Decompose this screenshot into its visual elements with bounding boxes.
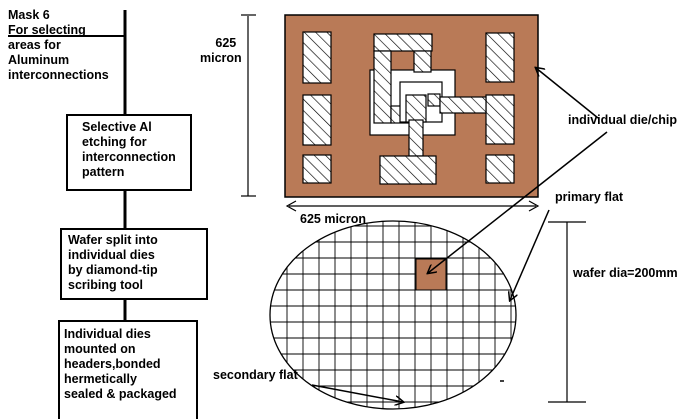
arrow-to-chip bbox=[536, 68, 599, 119]
step1-line: interconnection bbox=[82, 150, 176, 164]
primary-flat-label: primary flat bbox=[555, 190, 624, 204]
gate-line-left bbox=[373, 50, 392, 124]
wafer-dimension bbox=[548, 221, 586, 403]
bond-pad bbox=[302, 94, 332, 146]
bond-pad bbox=[485, 154, 515, 184]
mask-line: For selecting bbox=[8, 23, 86, 37]
mask-line: Mask 6 bbox=[8, 8, 50, 22]
width-arrow-right bbox=[528, 200, 540, 212]
chip-dimensions bbox=[241, 14, 540, 212]
source-contact bbox=[405, 94, 427, 123]
chip-height-unit: micron bbox=[200, 51, 242, 65]
chip-height-value: 625 bbox=[215, 36, 237, 50]
step1-line: pattern bbox=[82, 165, 125, 179]
wafer-outline bbox=[269, 220, 517, 410]
mask-line: areas for bbox=[8, 38, 61, 52]
source-pad bbox=[379, 155, 437, 185]
arrow-secondary-flat bbox=[311, 384, 403, 402]
step3-line: hermetically bbox=[64, 372, 137, 386]
mask-line: Aluminum bbox=[8, 53, 70, 67]
arrow-primary-flat bbox=[510, 209, 550, 300]
bond-pad bbox=[302, 154, 332, 184]
step-wafer-split-box: Wafer split into individual dies by diam… bbox=[60, 228, 208, 300]
callout-arrows bbox=[311, 68, 608, 402]
step2-line: scribing tool bbox=[68, 278, 143, 292]
gate-line-right bbox=[413, 50, 432, 73]
bond-pad bbox=[485, 94, 515, 145]
mask-step-text: Mask 6 For selecting areas for Aluminum … bbox=[8, 8, 109, 83]
bond-pad bbox=[485, 32, 515, 83]
step3-line: mounted on bbox=[64, 342, 136, 356]
chip-layout bbox=[284, 14, 539, 198]
source-line bbox=[408, 119, 424, 157]
highlighted-die bbox=[415, 258, 447, 291]
step2-line: individual dies bbox=[68, 248, 155, 262]
mask-line: interconnections bbox=[8, 68, 109, 82]
step2-line: Wafer split into bbox=[68, 233, 158, 247]
drain-line bbox=[439, 96, 487, 114]
chip-width-label: 625 micron bbox=[300, 212, 367, 226]
individual-die-label: individual die/chip bbox=[568, 113, 678, 127]
step-mount-package-box: Individual dies mounted on headers,bonde… bbox=[58, 320, 198, 419]
step1-line: Selective Al bbox=[82, 120, 152, 134]
step-al-etching-box: Selective Al etching for interconnection… bbox=[66, 114, 192, 191]
bond-pad bbox=[302, 31, 332, 84]
secondary-flat-label: secondary flat bbox=[213, 368, 298, 382]
transistor-structure bbox=[369, 33, 487, 185]
step3-line: Individual dies bbox=[64, 327, 151, 341]
flow-connectors bbox=[8, 10, 127, 320]
width-arrow-left bbox=[285, 200, 297, 212]
gate-contact-top bbox=[373, 33, 433, 52]
arrow-to-wafer-die bbox=[428, 131, 608, 273]
step3-line: headers,bonded bbox=[64, 357, 161, 371]
step2-line: by diamond-tip bbox=[68, 263, 158, 277]
step1-line: etching for bbox=[82, 135, 147, 149]
bond-pads bbox=[302, 31, 515, 184]
chip-height-label: 625 micron bbox=[200, 36, 242, 66]
step3-line: sealed & packaged bbox=[64, 387, 177, 401]
wafer bbox=[269, 220, 517, 410]
wafer-diameter-label: wafer dia=200mm bbox=[573, 266, 678, 280]
drain-contact bbox=[427, 93, 441, 107]
